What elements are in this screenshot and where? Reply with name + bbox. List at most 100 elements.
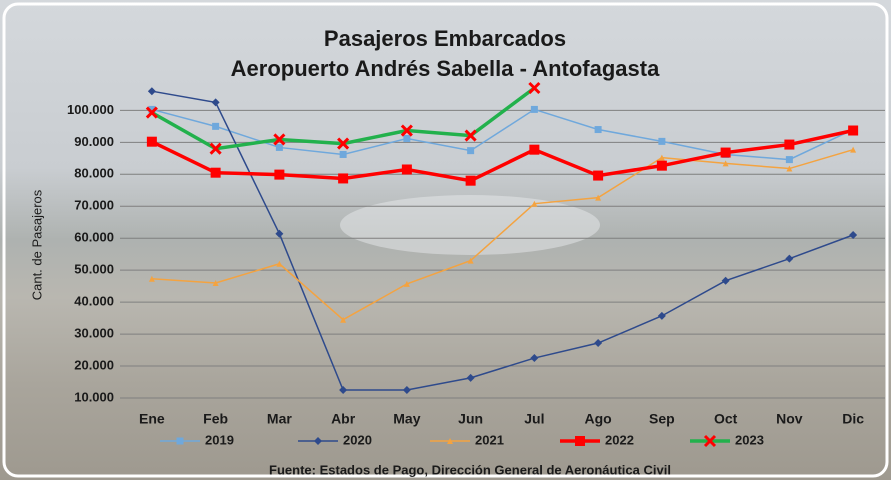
legend-item: 2023 xyxy=(690,432,764,447)
legend-label: 2022 xyxy=(605,432,634,447)
marker-shape xyxy=(528,81,541,95)
marker xyxy=(276,260,283,267)
marker xyxy=(403,134,411,142)
x-tick-label: Jun xyxy=(458,411,483,427)
marker-shape xyxy=(275,143,283,151)
y-tick-label: 30.000 xyxy=(74,326,114,341)
marker xyxy=(785,254,794,263)
plane-silhouette xyxy=(340,195,600,255)
marker xyxy=(146,136,157,147)
marker-shape xyxy=(314,437,322,445)
chart-title: Pasajeros Embarcados xyxy=(324,26,566,51)
marker xyxy=(722,160,729,167)
marker xyxy=(530,105,538,113)
x-tick-label: Abr xyxy=(331,411,356,427)
marker-shape xyxy=(275,229,284,238)
marker xyxy=(148,105,156,113)
marker xyxy=(531,200,538,207)
legend-marker xyxy=(447,438,453,444)
marker-shape xyxy=(593,170,604,181)
marker-shape xyxy=(148,105,156,113)
marker-shape xyxy=(529,144,540,155)
marker xyxy=(529,144,540,155)
legend-label: 2021 xyxy=(475,432,504,447)
x-tick-label: Ene xyxy=(139,411,165,427)
marker xyxy=(339,386,348,395)
marker-shape xyxy=(722,160,729,167)
marker-shape xyxy=(848,125,859,136)
marker xyxy=(400,124,413,137)
marker-shape xyxy=(147,87,156,96)
marker-shape xyxy=(530,105,538,113)
marker xyxy=(273,133,286,146)
series-line xyxy=(151,148,854,321)
marker-shape xyxy=(176,437,184,445)
marker-shape xyxy=(658,154,665,161)
x-tick-label: Nov xyxy=(776,411,803,427)
marker xyxy=(212,122,220,130)
marker-shape xyxy=(720,147,731,158)
marker xyxy=(467,147,475,155)
y-tick-label: 100.000 xyxy=(67,102,114,117)
marker-shape xyxy=(531,200,538,207)
marker-shape xyxy=(337,137,350,150)
marker-shape xyxy=(658,137,666,145)
legend-marker xyxy=(575,436,585,446)
marker xyxy=(528,81,541,95)
marker-shape xyxy=(210,167,221,178)
marker xyxy=(403,280,410,287)
marker xyxy=(657,311,666,320)
marker-shape xyxy=(447,438,453,444)
marker-shape xyxy=(145,106,158,119)
marker-shape xyxy=(850,146,857,153)
y-tick-label: 20.000 xyxy=(74,357,114,372)
marker-shape xyxy=(656,160,667,171)
series-line xyxy=(151,90,854,391)
marker-shape xyxy=(657,311,666,320)
marker xyxy=(466,373,475,382)
series-line xyxy=(151,128,854,183)
marker-shape xyxy=(467,147,475,155)
marker-shape xyxy=(595,194,602,201)
legend-label: 2020 xyxy=(343,432,372,447)
legend-marker xyxy=(314,437,322,445)
x-tick-label: Sep xyxy=(649,411,675,427)
y-tick-label: 60.000 xyxy=(74,230,114,245)
source-note: Fuente: Estados de Pago, Dirección Gener… xyxy=(269,462,671,477)
marker-shape xyxy=(785,254,794,263)
marker xyxy=(594,126,602,134)
marker-shape xyxy=(212,279,219,286)
marker xyxy=(467,257,474,264)
marker xyxy=(849,231,858,240)
y-axis-label: Cant. de Pasajeros xyxy=(29,189,44,300)
marker-shape xyxy=(400,124,413,137)
marker xyxy=(465,175,476,186)
marker xyxy=(658,154,665,161)
legend-item: 2019 xyxy=(160,432,234,447)
marker-shape xyxy=(276,260,283,267)
marker xyxy=(721,276,730,285)
legend-item: 2021 xyxy=(430,432,504,447)
marker-shape xyxy=(209,142,222,155)
marker xyxy=(402,386,411,395)
legend-item: 2020 xyxy=(298,432,372,447)
marker-shape xyxy=(338,173,349,184)
marker-shape xyxy=(339,386,348,395)
marker-shape xyxy=(340,316,347,323)
marker-shape xyxy=(466,373,475,382)
series-line xyxy=(151,86,536,151)
marker xyxy=(786,165,793,172)
x-tick-label: Dic xyxy=(842,411,864,427)
marker xyxy=(145,106,158,119)
x-tick-label: Feb xyxy=(203,411,228,427)
x-tick-label: Ago xyxy=(585,411,612,427)
marker xyxy=(656,160,667,171)
legend-marker xyxy=(703,434,717,448)
marker-shape xyxy=(786,165,793,172)
marker xyxy=(209,142,222,155)
marker xyxy=(274,169,285,180)
marker xyxy=(720,147,731,158)
marker xyxy=(594,339,603,348)
legend-label: 2023 xyxy=(735,432,764,447)
